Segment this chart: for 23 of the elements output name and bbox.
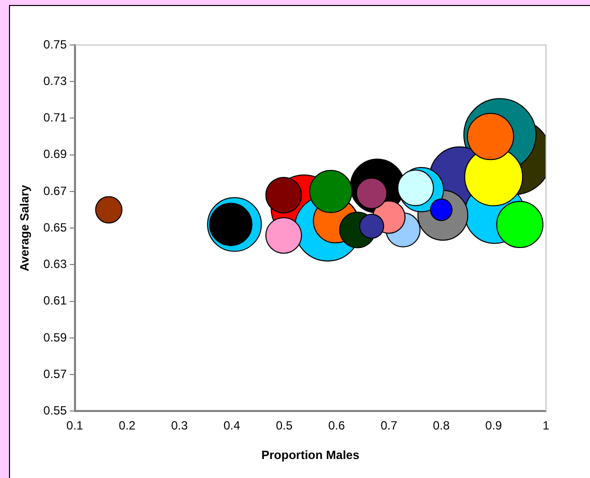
y-tick-label: 0.71 <box>43 110 68 125</box>
y-tick-label: 0.65 <box>43 220 68 234</box>
y-tick-label: 0.59 <box>43 330 68 344</box>
y-tick-label: 0.55 <box>43 404 68 418</box>
x-tick-label: 0.3 <box>171 418 188 433</box>
y-tick-label: 0.75 <box>43 37 68 52</box>
y-tick-label: 0.67 <box>43 184 68 198</box>
y-tick-label: 0.73 <box>43 74 68 88</box>
y-axis-title: Average Salary <box>18 184 32 272</box>
x-tick-label: 0.7 <box>380 418 398 433</box>
x-tick-label: 0.2 <box>118 418 136 433</box>
x-tick-label: 0.6 <box>328 418 346 433</box>
x-tick-label: 0.4 <box>223 418 240 433</box>
y-tick-label: 0.61 <box>43 294 68 308</box>
x-tick-label: 0.1 <box>66 418 84 433</box>
x-axis-title: Proportion Males <box>261 448 360 462</box>
y-tick-label: 0.57 <box>43 366 68 381</box>
y-tick-label: 0.63 <box>43 257 68 272</box>
x-tick-label: 1 <box>542 418 550 433</box>
x-tick-label: 0.8 <box>432 418 450 433</box>
y-tick-label: 0.69 <box>43 147 68 162</box>
x-tick-label: 0.5 <box>276 418 293 433</box>
x-tick-label: 0.9 <box>485 418 502 433</box>
